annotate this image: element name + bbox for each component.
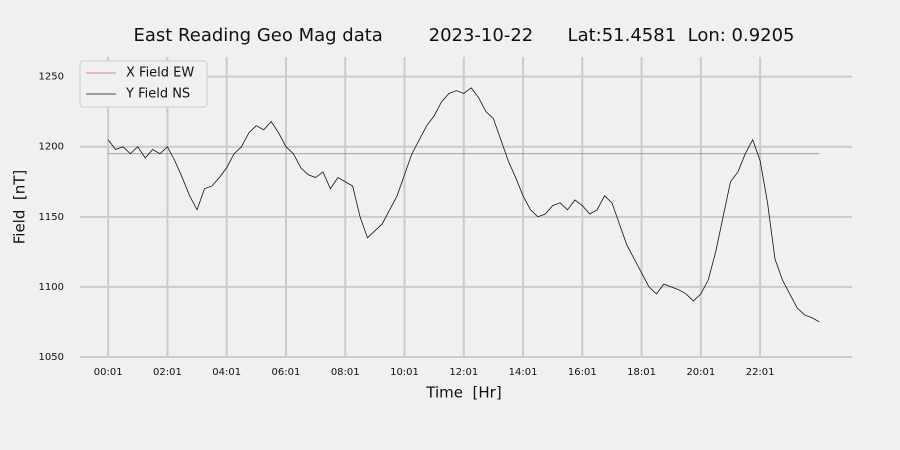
x-tick-label: 14:01 [509, 367, 538, 378]
y-tick-label: 1150 [39, 212, 64, 223]
x-tick-label: 08:01 [331, 367, 360, 378]
x-tick-label: 22:01 [746, 367, 775, 378]
legend-label: Y Field NS [125, 87, 190, 102]
x-tick-label: 16:01 [568, 367, 597, 378]
x-tick-label: 20:01 [686, 367, 715, 378]
chart-title: East Reading Geo Mag data 2023-10-22 Lat… [133, 25, 794, 46]
x-tick-label: 06:01 [272, 367, 301, 378]
x-tick-label: 02:01 [153, 367, 182, 378]
x-tick-label: 18:01 [627, 367, 656, 378]
line [107, 87, 820, 323]
x-tick-label: 12:01 [449, 367, 478, 378]
y-tick-label: 1200 [39, 142, 64, 153]
legend-box [79, 60, 208, 108]
y-axis-label: Field [nT] [11, 170, 29, 245]
y-tick-label: 1100 [39, 282, 64, 293]
legend-label: X Field EW [126, 66, 194, 81]
x-tick-label: 04:01 [212, 367, 241, 378]
y-tick-label: 1050 [39, 352, 64, 363]
x-tick-label: 00:01 [94, 367, 123, 378]
x-axis-label: Time [Hr] [425, 384, 501, 402]
x-tick-label: 10:01 [390, 367, 419, 378]
y-tick-label: 1250 [39, 72, 64, 83]
